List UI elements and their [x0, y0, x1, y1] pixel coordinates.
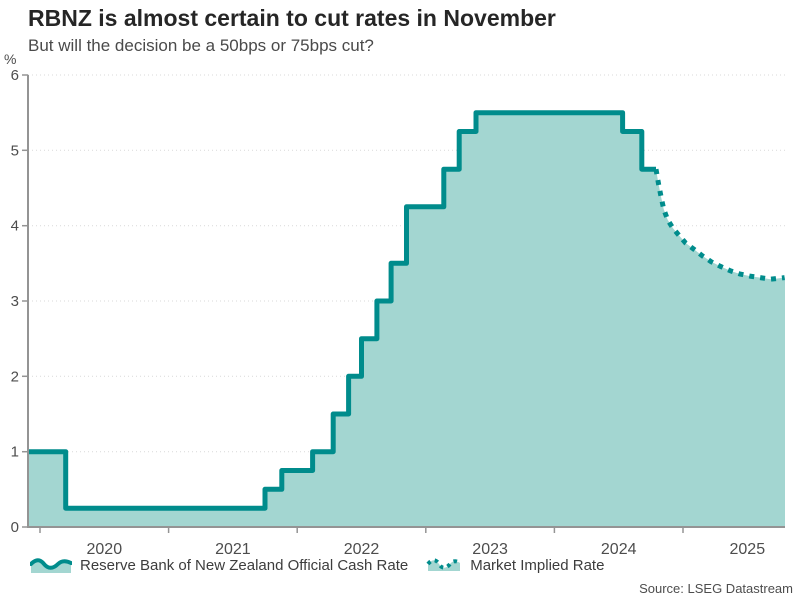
svg-text:3: 3	[11, 293, 19, 310]
svg-text:0: 0	[11, 519, 19, 536]
svg-text:2: 2	[11, 368, 19, 385]
dotted-line-icon	[426, 558, 462, 571]
page-title: RBNZ is almost certain to cut rates in N…	[28, 5, 556, 31]
legend-label-market-implied-rate: Market Implied Rate	[470, 556, 605, 574]
rate-area-chart: 0 1 2 3 4 5 6 2020 2021 2022 2023 2024 2025%	[4, 51, 785, 558]
area-fill	[28, 112, 785, 527]
implied-rate-dotted-line	[653, 168, 785, 282]
chart-subtitle: But will the decision be a 50bps or 75bp…	[28, 36, 374, 55]
source-credit: Source: LSEG Datastream	[639, 581, 793, 596]
chart-legend: Reserve Bank of New Zealand Official Cas…	[30, 556, 604, 574]
svg-text:2023: 2023	[472, 541, 508, 558]
svg-text:2024: 2024	[601, 541, 637, 558]
svg-text:4: 4	[11, 218, 19, 235]
svg-text:6: 6	[11, 67, 19, 84]
svg-text:5: 5	[11, 142, 19, 159]
y-axis-unit-label: %	[4, 51, 16, 67]
solid-area-line-icon	[30, 558, 72, 573]
svg-text:1: 1	[11, 444, 19, 461]
svg-text:2021: 2021	[215, 541, 251, 558]
axes	[22, 74, 785, 533]
legend-label-official-cash-rate: Reserve Bank of New Zealand Official Cas…	[80, 556, 409, 574]
svg-text:2020: 2020	[87, 541, 123, 558]
svg-text:2022: 2022	[344, 541, 380, 558]
axis-labels: 0 1 2 3 4 5 6 2020 2021 2022 2023 2024 2025%	[4, 51, 765, 558]
legend-item-official-cash-rate: Reserve Bank of New Zealand Official Cas…	[30, 556, 408, 574]
ocr-step-line	[28, 110, 656, 511]
legend-item-market-implied-rate: Market Implied Rate	[426, 556, 604, 574]
svg-text:2025: 2025	[730, 541, 766, 558]
